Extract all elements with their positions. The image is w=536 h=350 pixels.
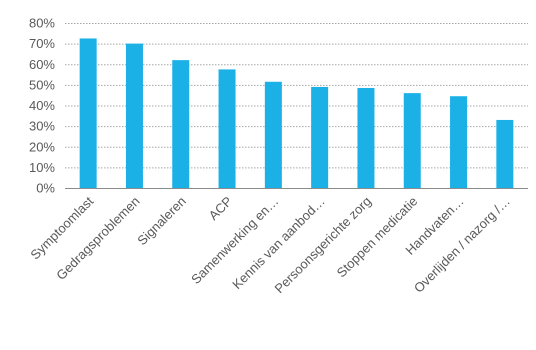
x-tick-label: ACP <box>206 194 236 224</box>
y-tick-label: 50% <box>29 77 55 92</box>
bar <box>450 96 468 188</box>
bar <box>357 87 375 188</box>
y-tick-labels: 0% 10% 20% 30% 40% 50% 60% 70% 80% <box>29 16 55 196</box>
y-tick-label: 80% <box>29 16 55 31</box>
x-tick-label: Stoppen medicatie <box>334 194 421 281</box>
bar <box>311 86 329 188</box>
bar <box>79 38 97 188</box>
x-tick-label: Samenwerking en… <box>188 194 281 287</box>
y-tick-label: 70% <box>29 36 55 51</box>
bar <box>125 43 143 189</box>
x-tick-label: Signaleren <box>134 194 189 249</box>
y-tick-label: 40% <box>29 98 55 113</box>
gridlines <box>65 23 528 169</box>
y-tick-label: 0% <box>36 181 55 196</box>
bars <box>79 38 514 189</box>
bar <box>403 93 421 188</box>
x-tick-label: Gedragsproblemen <box>53 194 142 283</box>
y-tick-label: 20% <box>29 139 55 154</box>
y-tick-label: 30% <box>29 119 55 134</box>
bar <box>218 69 236 188</box>
y-tick-label: 10% <box>29 160 55 175</box>
bar <box>264 81 282 188</box>
bar <box>496 119 514 188</box>
bar <box>172 60 190 189</box>
y-tick-label: 60% <box>29 57 55 72</box>
